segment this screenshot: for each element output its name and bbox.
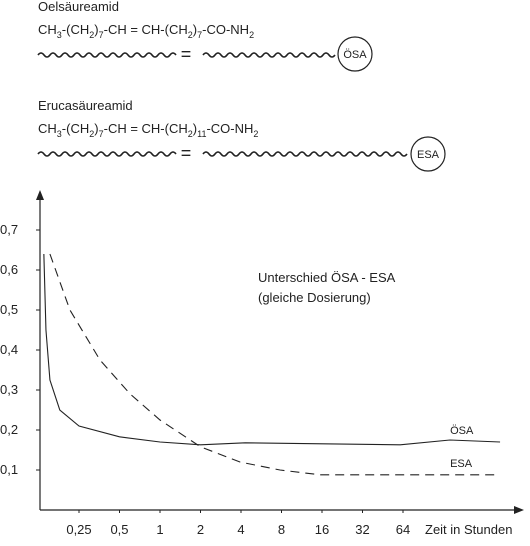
chain <box>202 151 408 157</box>
x-tick-label: 32 <box>355 522 369 537</box>
formula-part: -(CH <box>62 121 89 136</box>
series-label: ÖSA <box>450 425 474 437</box>
series-label: ESA <box>450 458 473 470</box>
y-arrow <box>36 190 44 200</box>
formula-part: -CO-NH <box>206 121 253 136</box>
x-tick-label: 0,5 <box>110 522 128 537</box>
chain <box>37 151 177 157</box>
formula-part: -CH = CH-(CH <box>104 22 188 37</box>
group-label: ÖSA <box>343 49 367 61</box>
formula-part: ) <box>94 22 98 37</box>
equals: = <box>181 143 192 163</box>
formula-subscript: 2 <box>188 30 193 40</box>
formula-part: -CO-NH <box>202 22 249 37</box>
formula-subscript: 2 <box>249 30 254 40</box>
formula-subscript: 2 <box>89 30 94 40</box>
series-line <box>43 253 501 446</box>
x-tick-label: 1 <box>156 522 163 537</box>
formula-subscript: 7 <box>99 30 104 40</box>
formula-subscript: 7 <box>99 129 104 139</box>
formula-part: CH <box>38 121 57 136</box>
y-tick-label: 0,2 <box>0 422 18 437</box>
formula-subscript: 2 <box>89 129 94 139</box>
formula-subscript: 3 <box>57 30 62 40</box>
group-circle <box>337 36 373 72</box>
molecule-name: Erucasäureamid <box>38 98 133 113</box>
x-tick-label: 2 <box>197 522 204 537</box>
x-tick-label: 8 <box>278 522 285 537</box>
x-tick-label: 16 <box>315 522 329 537</box>
y-tick-label: 0,3 <box>0 382 18 397</box>
formula-subscript: 7 <box>197 30 202 40</box>
series-line <box>49 253 501 476</box>
y-tick-label: 0,1 <box>0 462 18 477</box>
x-tick-label: 4 <box>237 522 244 537</box>
x-tick-label: 0,25 <box>66 522 91 537</box>
formula-part: ) <box>193 121 197 136</box>
formula-part: ) <box>94 121 98 136</box>
y-tick-label: 0,7 <box>0 222 18 237</box>
y-tick-label: 0,5 <box>0 302 18 317</box>
y-tick-label: 0,4 <box>0 342 18 357</box>
molecule-name: Oelsäureamid <box>38 0 119 14</box>
annotation: (gleiche Dosierung) <box>258 290 371 305</box>
formula: CH3-(CH2)7-CH = CH-(CH2)7-CO-NH2 <box>38 22 254 40</box>
formula: CH3-(CH2)7-CH = CH-(CH2)11-CO-NH2 <box>38 121 258 139</box>
chain <box>202 52 336 58</box>
group-label: ESA <box>417 149 440 161</box>
x-arrow <box>514 506 524 514</box>
x-axis-title: Zeit in Stunden <box>425 522 512 537</box>
chain <box>37 52 177 58</box>
formula-subscript: 2 <box>188 129 193 139</box>
formula-subscript: 11 <box>197 129 206 139</box>
group-circle <box>410 136 446 172</box>
x-tick-label: 64 <box>396 522 410 537</box>
annotation: Unterschied ÖSA - ESA <box>258 270 396 285</box>
formula-part: CH <box>38 22 57 37</box>
y-tick-label: 0,6 <box>0 262 18 277</box>
formula-part: -CH = CH-(CH <box>104 121 188 136</box>
formula-part: -(CH <box>62 22 89 37</box>
formula-part: ) <box>193 22 197 37</box>
formula-subscript: 2 <box>253 129 258 139</box>
formula-subscript: 3 <box>57 129 62 139</box>
equals: = <box>181 44 192 64</box>
